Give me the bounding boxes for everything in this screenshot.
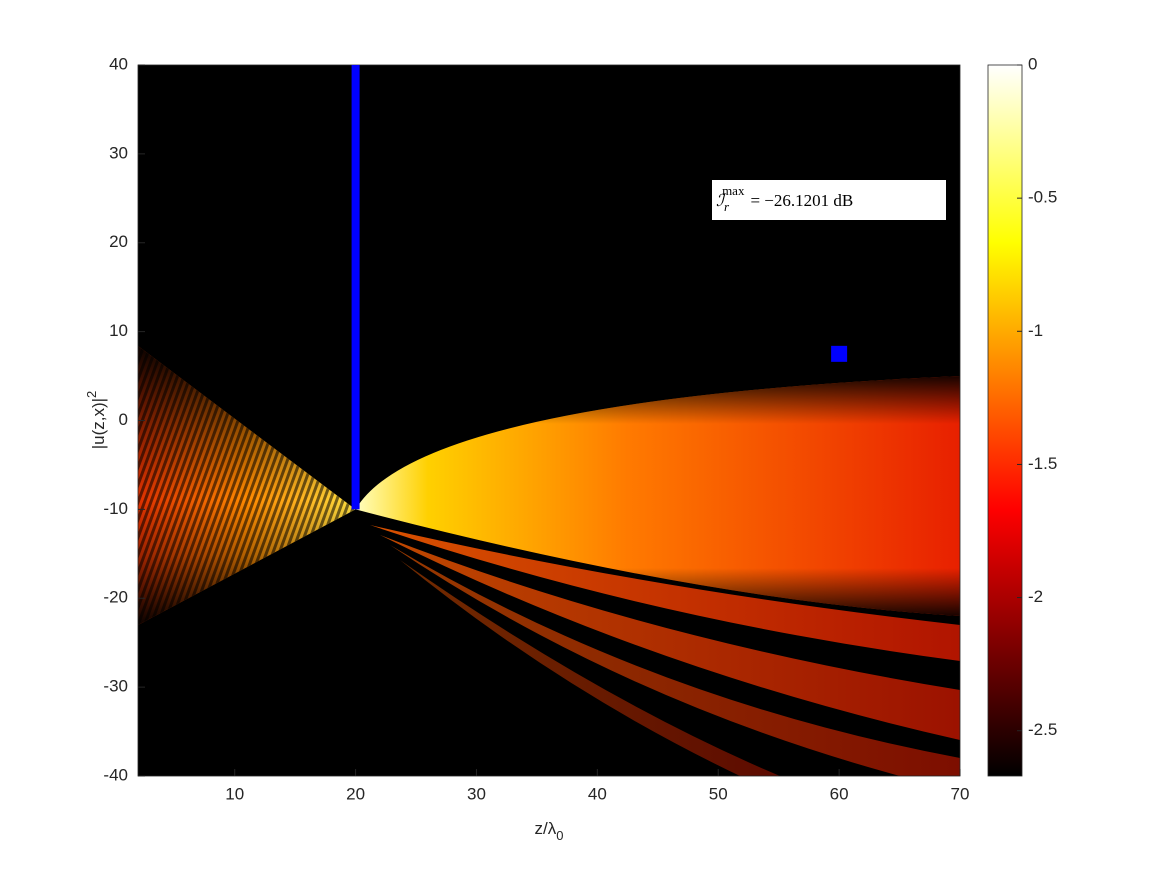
x-tick-label: 40 [588,784,607,803]
field-lobe [390,545,960,776]
colorbar-tick-label: -0.5 [1028,188,1057,207]
x-tick-label: 50 [709,784,728,803]
annotation: ℐrmax= −26.1201 dB [712,180,946,220]
y-tick-label: -30 [103,677,128,696]
y-tick-label: 10 [109,321,128,340]
x-axis-label: z/λ0 [535,819,564,843]
x-tick-label: 10 [225,784,244,803]
y-tick-label: -40 [103,765,128,784]
x-tick-label: 30 [467,784,486,803]
annotation-text: ℐrmax= −26.1201 dB [716,183,853,214]
field-left-fringes [138,346,356,625]
x-tick-label: 70 [951,784,970,803]
field-lobe [370,525,960,661]
x-tick-label: 20 [346,784,365,803]
y-tick-label: 30 [109,143,128,162]
colorbar-tick-label: -2.5 [1028,720,1057,739]
colorbar-tick-label: -1 [1028,321,1043,340]
field-lobe [380,535,960,740]
field [138,346,960,776]
marker [831,345,848,362]
colorbar-tick-label: -2 [1028,587,1043,606]
y-tick-label: 0 [119,410,128,429]
field-main-shade [355,376,960,616]
colorbar-tick-label: 0 [1028,54,1037,73]
colorbar [987,64,1023,777]
x-tick-label: 60 [830,784,849,803]
y-tick-label: -20 [103,588,128,607]
y-tick-label: 40 [109,54,128,73]
y-tick-label: 20 [109,232,128,251]
y-tick-label: -10 [103,499,128,518]
y-axis-label: |u(z,x)|2 [84,391,108,450]
annotation-box [712,180,946,220]
colorbar-tick-label: -1.5 [1028,454,1057,473]
